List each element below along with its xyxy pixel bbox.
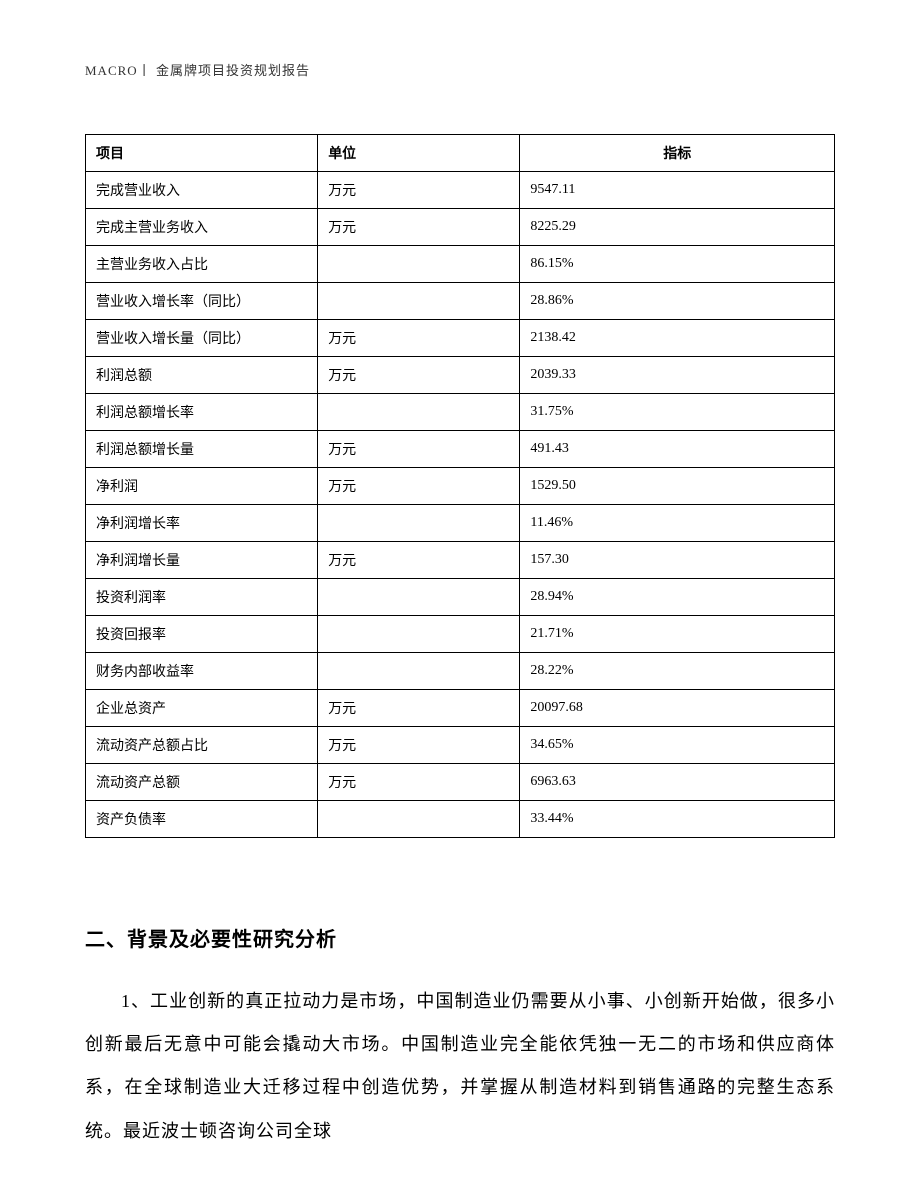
cell-item: 流动资产总额占比 — [86, 727, 318, 764]
cell-unit: 万元 — [318, 690, 520, 727]
cell-value: 9547.11 — [520, 172, 835, 209]
cell-item: 企业总资产 — [86, 690, 318, 727]
column-header-indicator: 指标 — [520, 135, 835, 172]
table-row: 净利润增长量万元157.30 — [86, 542, 835, 579]
cell-item: 营业收入增长量（同比） — [86, 320, 318, 357]
cell-item: 利润总额 — [86, 357, 318, 394]
cell-unit — [318, 801, 520, 838]
cell-unit — [318, 616, 520, 653]
cell-value: 28.22% — [520, 653, 835, 690]
cell-value: 20097.68 — [520, 690, 835, 727]
cell-unit — [318, 283, 520, 320]
header-title: 金属牌项目投资规划报告 — [156, 63, 310, 78]
cell-item: 利润总额增长率 — [86, 394, 318, 431]
cell-item: 完成主营业务收入 — [86, 209, 318, 246]
table-row: 营业收入增长量（同比）万元2138.42 — [86, 320, 835, 357]
table-row: 营业收入增长率（同比） 28.86% — [86, 283, 835, 320]
cell-value: 28.86% — [520, 283, 835, 320]
table-row: 利润总额增长量万元491.43 — [86, 431, 835, 468]
cell-item: 投资回报率 — [86, 616, 318, 653]
cell-value: 11.46% — [520, 505, 835, 542]
cell-value: 157.30 — [520, 542, 835, 579]
cell-value: 21.71% — [520, 616, 835, 653]
cell-unit: 万元 — [318, 209, 520, 246]
cell-item: 完成营业收入 — [86, 172, 318, 209]
cell-item: 净利润增长率 — [86, 505, 318, 542]
cell-value: 2138.42 — [520, 320, 835, 357]
cell-unit — [318, 394, 520, 431]
cell-item: 投资利润率 — [86, 579, 318, 616]
cell-value: 86.15% — [520, 246, 835, 283]
cell-unit — [318, 653, 520, 690]
cell-value: 31.75% — [520, 394, 835, 431]
cell-item: 资产负债率 — [86, 801, 318, 838]
cell-unit: 万元 — [318, 320, 520, 357]
cell-value: 1529.50 — [520, 468, 835, 505]
table-row: 利润总额万元2039.33 — [86, 357, 835, 394]
table-row: 投资利润率 28.94% — [86, 579, 835, 616]
table-row: 流动资产总额占比万元34.65% — [86, 727, 835, 764]
cell-unit: 万元 — [318, 357, 520, 394]
header-prefix: MACRO丨 — [85, 63, 152, 78]
cell-value: 28.94% — [520, 579, 835, 616]
cell-unit: 万元 — [318, 542, 520, 579]
cell-value: 491.43 — [520, 431, 835, 468]
table-row: 净利润增长率 11.46% — [86, 505, 835, 542]
cell-item: 主营业务收入占比 — [86, 246, 318, 283]
table-row: 财务内部收益率 28.22% — [86, 653, 835, 690]
table-header-row: 项目 单位 指标 — [86, 135, 835, 172]
cell-value: 34.65% — [520, 727, 835, 764]
cell-item: 净利润 — [86, 468, 318, 505]
cell-item: 财务内部收益率 — [86, 653, 318, 690]
table-row: 主营业务收入占比 86.15% — [86, 246, 835, 283]
cell-unit: 万元 — [318, 468, 520, 505]
cell-unit — [318, 505, 520, 542]
financial-indicators-table: 项目 单位 指标 完成营业收入万元9547.11完成主营业务收入万元8225.2… — [85, 134, 835, 838]
section-paragraph: 1、工业创新的真正拉动力是市场，中国制造业仍需要从小事、小创新开始做，很多小创新… — [85, 980, 835, 1153]
cell-value: 33.44% — [520, 801, 835, 838]
table-row: 企业总资产万元20097.68 — [86, 690, 835, 727]
cell-unit: 万元 — [318, 727, 520, 764]
section-heading: 二、背景及必要性研究分析 — [85, 923, 835, 952]
cell-value: 8225.29 — [520, 209, 835, 246]
cell-value: 2039.33 — [520, 357, 835, 394]
cell-unit — [318, 579, 520, 616]
cell-unit: 万元 — [318, 431, 520, 468]
cell-unit — [318, 246, 520, 283]
column-header-item: 项目 — [86, 135, 318, 172]
table-row: 资产负债率 33.44% — [86, 801, 835, 838]
cell-item: 流动资产总额 — [86, 764, 318, 801]
column-header-unit: 单位 — [318, 135, 520, 172]
table-row: 投资回报率 21.71% — [86, 616, 835, 653]
cell-unit: 万元 — [318, 172, 520, 209]
cell-item: 利润总额增长量 — [86, 431, 318, 468]
cell-unit: 万元 — [318, 764, 520, 801]
cell-item: 营业收入增长率（同比） — [86, 283, 318, 320]
cell-item: 净利润增长量 — [86, 542, 318, 579]
table-row: 完成主营业务收入万元8225.29 — [86, 209, 835, 246]
table-row: 完成营业收入万元9547.11 — [86, 172, 835, 209]
cell-value: 6963.63 — [520, 764, 835, 801]
page-header: MACRO丨 金属牌项目投资规划报告 — [85, 60, 835, 79]
table-row: 流动资产总额万元6963.63 — [86, 764, 835, 801]
table-row: 利润总额增长率 31.75% — [86, 394, 835, 431]
table-row: 净利润万元1529.50 — [86, 468, 835, 505]
